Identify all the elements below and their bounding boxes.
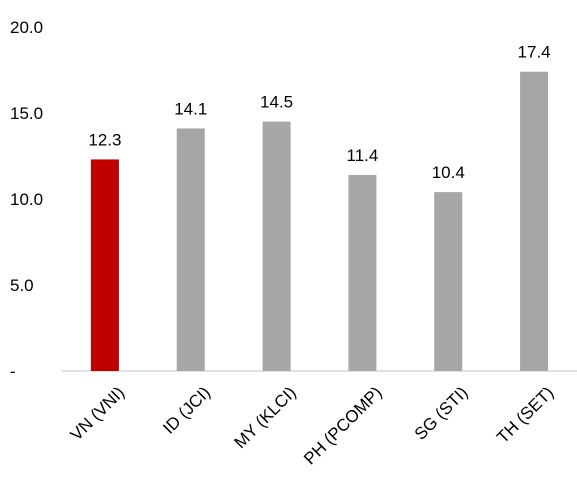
x-tick-label: MY (KLCI) [231, 383, 300, 452]
data-label: 10.4 [432, 163, 465, 182]
data-label: 12.3 [88, 130, 121, 149]
y-tick-label: 5.0 [10, 276, 34, 295]
bar [520, 71, 549, 371]
y-tick-label: 15.0 [10, 104, 43, 123]
data-label: 14.5 [260, 93, 293, 112]
bar [434, 192, 463, 371]
data-label: 11.4 [347, 146, 379, 165]
y-tick-label: 10.0 [10, 190, 43, 209]
x-tick-label: PH (PCOMP) [300, 383, 386, 469]
y-tick-label: 20.0 [10, 18, 43, 37]
y-tick-label: - [10, 362, 16, 381]
data-label: 14.1 [174, 99, 207, 118]
bar [176, 128, 205, 371]
bar [90, 159, 119, 371]
bar [262, 121, 291, 371]
x-tick-label: VN (VNI) [67, 383, 129, 445]
data-label: 17.4 [518, 43, 551, 62]
x-tick-label: TH (SET) [493, 383, 557, 447]
bar [348, 174, 377, 371]
x-tick-label: ID (JCI) [159, 383, 214, 438]
x-tick-label: SG (STI) [411, 383, 472, 444]
